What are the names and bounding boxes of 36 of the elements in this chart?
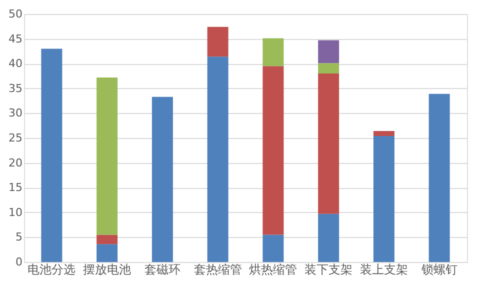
bar — [318, 74, 340, 214]
x-tick-label: 装下支架 — [304, 262, 353, 276]
x-tick-label: 锁螺钉 — [420, 262, 458, 276]
y-tick-label: 0 — [16, 256, 22, 268]
y-tick-label: 20 — [8, 156, 22, 170]
x-tick-label: 装上支架 — [360, 262, 408, 276]
bar — [41, 48, 62, 262]
bar — [318, 214, 340, 262]
bar — [428, 94, 450, 262]
bar — [152, 96, 173, 262]
x-tick-label: 摆放电池 — [83, 262, 132, 276]
bar — [96, 244, 118, 262]
x-tick-label: 套磁环 — [144, 262, 180, 276]
y-tick-label: 40 — [8, 57, 22, 70]
y-tick-label: 45 — [8, 32, 22, 46]
y-tick-label: 25 — [8, 132, 22, 144]
y-tick-label: 10 — [8, 206, 22, 219]
bar — [262, 66, 284, 235]
bar — [262, 38, 284, 66]
bar — [96, 234, 118, 244]
bar — [373, 136, 394, 262]
bar — [96, 77, 118, 235]
bar — [318, 40, 340, 64]
bar — [373, 131, 394, 136]
x-tick-label: 电池分选 — [28, 262, 76, 276]
y-tick-label: 30 — [8, 106, 22, 120]
x-tick-label: 套热缩管 — [194, 262, 242, 276]
y-tick-label: 35 — [8, 82, 22, 95]
y-tick-label: 50 — [8, 8, 22, 20]
bar — [207, 26, 228, 57]
y-tick-label: 15 — [8, 181, 22, 194]
x-tick-label: 烘热缩管 — [249, 262, 298, 276]
bar — [207, 56, 228, 262]
bar — [318, 63, 340, 74]
y-tick-label: 5 — [16, 230, 22, 244]
bar — [262, 234, 284, 262]
